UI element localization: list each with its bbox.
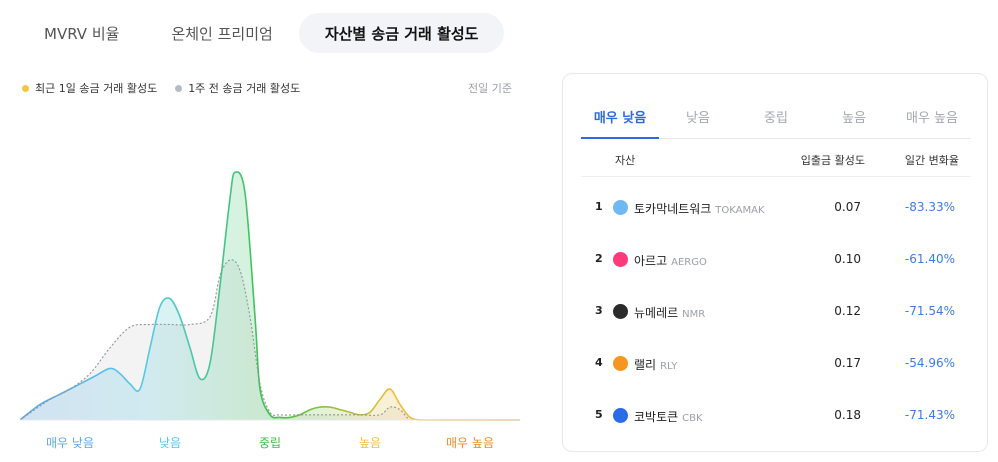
cobak-icon: [613, 408, 628, 423]
tokamak-icon: [613, 200, 628, 215]
daily-change-value: -61.40%: [904, 252, 955, 266]
legend-previous-label: 1주 전 송금 거래 활성도: [188, 82, 301, 95]
row-rank: 3: [595, 304, 603, 317]
legend-current: 최근 1일 송금 거래 활성도: [22, 80, 157, 96]
daily-change-value: -83.33%: [904, 200, 955, 214]
asset-ticker: TOKAMAK: [715, 205, 765, 216]
activity-value: 0.17: [834, 356, 861, 370]
tab-onchain-premium[interactable]: 온체인 프리미엄: [171, 24, 273, 43]
asset-name-text: 아르고: [634, 254, 668, 268]
table-row[interactable]: 4 랠리 RLY 0.17 -54.96%: [581, 346, 971, 382]
chart-legend: 최근 1일 송금 거래 활성도 1주 전 송금 거래 활성도: [22, 80, 318, 96]
table-header: 자산 입출금 활성도 일간 변화율: [581, 140, 971, 177]
asset-ticker: RLY: [660, 361, 678, 372]
tab-very-high[interactable]: 매우 높음: [906, 110, 958, 126]
activity-value: 0.12: [834, 304, 861, 318]
asset-name-text: 코박토큰: [634, 410, 679, 424]
asset-name: 랠리 RLY: [634, 356, 677, 373]
legend-previous: 1주 전 송금 거래 활성도: [175, 80, 300, 96]
daily-change-value: -54.96%: [904, 356, 955, 370]
activity-level-tabs: 매우 낮음 낮음 중립 높음 매우 높음: [581, 94, 971, 139]
legend-previous-dot: [175, 84, 183, 92]
tab-high[interactable]: 높음: [842, 110, 866, 126]
asset-name-text: 랠리: [634, 358, 657, 372]
daily-change-value: -71.54%: [904, 304, 955, 318]
table-row[interactable]: 2 아르고 AERGO 0.10 -61.40%: [581, 242, 971, 278]
aergo-icon: [613, 252, 628, 267]
activity-value: 0.18: [834, 408, 861, 422]
asset-ticker: AERGO: [671, 257, 707, 268]
tab-very-low[interactable]: 매우 낮음: [581, 94, 659, 139]
legend-current-label: 최근 1일 송금 거래 활성도: [35, 82, 158, 95]
asset-name-text: 뉴메레르: [634, 306, 679, 320]
asset-ranking-panel: 매우 낮음 낮음 중립 높음 매우 높음 자산 입출금 활성도 일간 변화율 1…: [562, 73, 988, 452]
activity-value: 0.07: [834, 200, 861, 214]
series-previous-line: [20, 259, 520, 421]
table-row[interactable]: 5 코박토큰 CBK 0.18 -71.43%: [581, 398, 971, 434]
row-rank: 2: [595, 252, 603, 265]
tab-neutral[interactable]: 중립: [764, 110, 788, 126]
header-daily-change: 일간 변화율: [904, 154, 959, 167]
asset-name: 토카막네트워크 TOKAMAK: [634, 200, 765, 217]
asset-name: 뉴메레르 NMR: [634, 304, 705, 321]
rally-icon: [613, 356, 628, 371]
asset-name: 코박토큰 CBK: [634, 408, 703, 425]
activity-distribution-chart: [20, 171, 520, 421]
activity-value: 0.10: [834, 252, 861, 266]
tab-transfer-activity[interactable]: 자산별 송금 거래 활성도: [298, 13, 505, 53]
metric-tabs: MVRV 비율 온체인 프리미엄 자산별 송금 거래 활성도: [18, 12, 505, 54]
x-tick-label: 낮음: [158, 436, 182, 450]
tab-low[interactable]: 낮음: [686, 110, 710, 126]
header-activity: 입출금 활성도: [800, 154, 865, 167]
header-asset: 자산: [615, 154, 636, 167]
tab-mvrv-ratio[interactable]: MVRV 비율: [44, 24, 120, 43]
asset-name: 아르고 AERGO: [634, 252, 707, 269]
x-tick-label: 높음: [358, 436, 382, 450]
x-tick-label: 매우 낮음: [46, 436, 94, 450]
x-axis-labels: 매우 낮음 낮음 중립 높음 매우 높음: [20, 434, 520, 450]
asset-ticker: CBK: [682, 413, 703, 424]
numeraire-icon: [613, 304, 628, 319]
table-row[interactable]: 3 뉴메레르 NMR 0.12 -71.54%: [581, 294, 971, 330]
row-rank: 1: [595, 200, 603, 213]
asset-name-text: 토카막네트워크: [634, 202, 712, 216]
daily-change-value: -71.43%: [904, 408, 955, 422]
legend-current-dot: [22, 84, 29, 92]
table-row[interactable]: 1 토카막네트워크 TOKAMAK 0.07 -83.33%: [581, 190, 971, 226]
x-tick-label: 매우 높음: [446, 436, 494, 450]
row-rank: 5: [595, 408, 603, 421]
asset-ticker: NMR: [682, 309, 706, 320]
row-rank: 4: [595, 356, 603, 369]
x-tick-label: 중립: [258, 436, 282, 450]
series-current-area: [20, 171, 520, 420]
basis-label: 전일 기준: [468, 82, 512, 95]
